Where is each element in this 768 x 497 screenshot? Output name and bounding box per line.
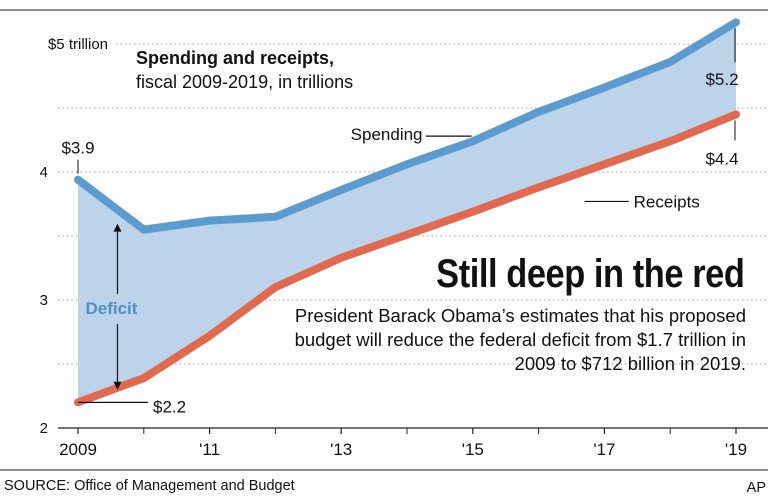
y-tick-label: 2 — [40, 420, 48, 437]
receipts-line — [74, 110, 740, 407]
spending-start-value: $3.9 — [61, 139, 94, 158]
spending-label: Spending — [351, 125, 423, 144]
x-tick-label: 2009 — [59, 440, 97, 459]
receipts-start-value: $2.2 — [153, 397, 186, 416]
x-tick-label: '11 — [199, 440, 220, 459]
credit: AP — [746, 480, 766, 496]
x-tick-label: '15 — [462, 440, 484, 459]
chart-subtitle: fiscal 2009-2019, in trillions — [136, 72, 354, 92]
spending-line — [74, 18, 740, 234]
y-tick-label: 4 — [40, 164, 48, 181]
receipts-label: Receipts — [634, 192, 700, 211]
deficit-arrowhead-down — [113, 381, 122, 390]
y-tick-label: $5 trillion — [48, 36, 108, 53]
chart-subtitle-bold: Spending and receipts, — [136, 48, 335, 68]
deficit-arrowhead-up — [113, 223, 122, 232]
receipts-end-value: $4.4 — [705, 149, 738, 168]
x-tick-label: '17 — [593, 440, 615, 459]
x-tick-label: '19 — [725, 440, 747, 459]
y-tick-label: 3 — [40, 292, 48, 309]
x-tick-label: '13 — [330, 440, 352, 459]
description: President Barack Obama’s estimates that … — [294, 305, 746, 374]
deficit-label: Deficit — [85, 299, 137, 318]
spending-end-value: $5.2 — [705, 70, 738, 89]
source-note: SOURCE: Office of Management and Budget — [4, 478, 295, 494]
headline: Still deep in the red — [435, 252, 745, 296]
